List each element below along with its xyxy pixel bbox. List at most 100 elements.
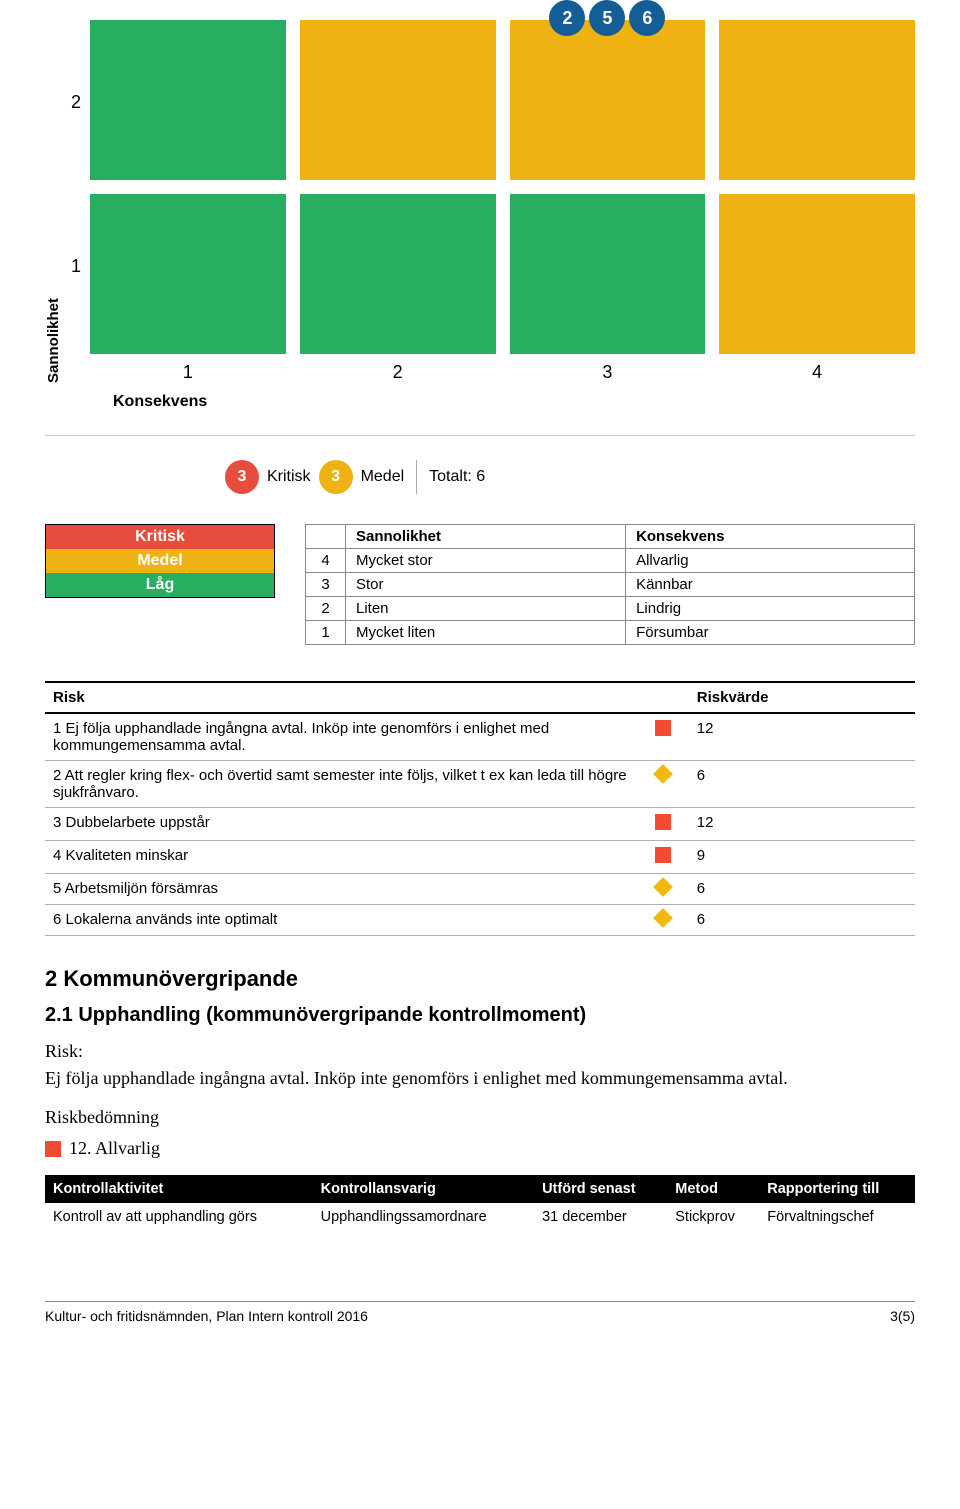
risk-value: 12 [689,713,915,761]
matrix-cell [719,194,915,354]
page-footer: Kultur- och fritidsnämnden, Plan Intern … [45,1301,915,1324]
scale-konsekvens: Försumbar [626,621,915,645]
control-header: Rapportering till [759,1175,915,1203]
square-icon [655,847,671,863]
risk-shape-icon [637,905,689,936]
footer-left: Kultur- och fritidsnämnden, Plan Intern … [45,1308,368,1324]
scale-sannolikhet: Mycket liten [346,621,626,645]
x-tick: 4 [719,362,915,383]
risk-shape-icon [637,808,689,841]
matrix-cell [300,194,496,354]
scale-konsekvens: Allvarlig [626,549,915,573]
table-row: 1 Ej följa upphandlade ingångna avtal. I… [45,713,915,761]
risk-rating-icon [45,1141,61,1157]
risk-badge: 6 [629,0,665,36]
x-axis-ticks: 1234 [90,362,915,383]
risk-value: 6 [689,761,915,808]
summary-pill-label: Medel [361,468,405,486]
separator [45,435,915,436]
risk-list-table: Risk Riskvärde 1 Ej följa upphandlade ingå… [45,681,915,936]
scale-sannolikhet: Liten [346,597,626,621]
matrix-cell [300,20,496,180]
summary-pill: 3 [225,460,259,494]
matrix-cell [719,20,915,180]
risk-rating-text: 12. Allvarlig [69,1138,160,1159]
risk-label: Risk: [45,1041,915,1062]
risk-text: 4 Kvaliteten minskar [45,841,637,874]
scale-number: 4 [306,549,346,573]
risk-text: 2 Att regler kring flex- och övertid sam… [45,761,637,808]
scale-table: SannolikhetKonsekvens 4Mycket storAllvarl… [305,524,915,645]
risk-text: 1 Ej följa upphandlade ingångna avtal. I… [45,713,637,761]
risk-matrix: Sannolikhet 21 256 1234 [45,20,915,383]
matrix-cell [90,194,286,354]
diamond-icon [653,908,673,928]
risk-badge: 2 [549,0,585,36]
control-header: Kontrollaktivitet [45,1175,313,1203]
control-activity-table: KontrollaktivitetKontrollansvarigUtförd … [45,1175,915,1231]
risk-description: Ej följa upphandlade ingångna avtal. Ink… [45,1068,915,1089]
summary-total: Totalt: 6 [429,468,485,486]
risk-value: 6 [689,874,915,905]
risk-header-icon [637,682,689,713]
x-tick: 1 [90,362,286,383]
risk-shape-icon [637,874,689,905]
diamond-icon [653,877,673,897]
square-icon [655,814,671,830]
scale-sannolikhet: Stor [346,573,626,597]
control-cell: Förvaltningschef [759,1203,915,1231]
control-header: Metod [667,1175,759,1203]
x-axis-label: Konsekvens [113,393,915,411]
risk-shape-icon [637,713,689,761]
control-header: Kontrollansvarig [313,1175,534,1203]
risk-value: 9 [689,841,915,874]
table-row: 4 Kvaliteten minskar 9 [45,841,915,874]
table-row: 6 Lokalerna används inte optimalt 6 [45,905,915,936]
risk-header: Risk [45,682,637,713]
matrix-row: 256 [90,20,915,180]
risk-value: 12 [689,808,915,841]
footer-page-number: 3(5) [890,1308,915,1324]
risk-assessment-label: Riskbedömning [45,1107,915,1128]
matrix-cell: 256 [510,20,706,180]
table-row: 5 Arbetsmiljön försämras 6 [45,874,915,905]
table-row: 3 Dubbelarbete uppstår 12 [45,808,915,841]
risk-rating: 12. Allvarlig [45,1138,915,1159]
cell-badges: 256 [549,0,665,36]
scale-header: Sannolikhet [346,525,626,549]
riskvalue-header: Riskvärde [689,682,915,713]
section-2-heading: 2 Kommunövergripande [45,966,915,992]
table-row: Kontroll av att upphandling görsUpphandl… [45,1203,915,1231]
control-cell: 31 december [534,1203,667,1231]
scale-konsekvens: Lindrig [626,597,915,621]
scale-sannolikhet: Mycket stor [346,549,626,573]
square-icon [655,720,671,736]
matrix-row [90,194,915,354]
risk-text: 5 Arbetsmiljön försämras [45,874,637,905]
matrix-grid: 256 [90,20,915,354]
risk-shape-icon [637,761,689,808]
risk-shape-icon [637,841,689,874]
scale-header: Konsekvens [626,525,915,549]
risk-text: 6 Lokalerna används inte optimalt [45,905,637,936]
y-tick: 2 [62,92,90,113]
diamond-icon [653,764,673,784]
control-cell: Upphandlingssamordnare [313,1203,534,1231]
x-tick: 3 [510,362,706,383]
control-cell: Stickprov [667,1203,759,1231]
summary-divider [416,460,417,494]
scale-konsekvens: Kännbar [626,573,915,597]
y-tick: 1 [62,256,90,277]
legend-cell: Medel [46,549,275,573]
y-axis-label: Sannolikhet [45,258,62,383]
y-axis-ticks: 21 [62,20,90,383]
section-2-1-heading: 2.1 Upphandling (kommunövergripande kont… [45,1004,915,1027]
control-cell: Kontroll av att upphandling görs [45,1203,313,1231]
risk-value: 6 [689,905,915,936]
risk-text: 3 Dubbelarbete uppstår [45,808,637,841]
risk-badge: 5 [589,0,625,36]
matrix-cell [510,194,706,354]
table-row: 2 Att regler kring flex- och övertid sam… [45,761,915,808]
scale-number: 3 [306,573,346,597]
summary-counts: 3Kritisk3MedelTotalt: 6 [225,460,915,494]
